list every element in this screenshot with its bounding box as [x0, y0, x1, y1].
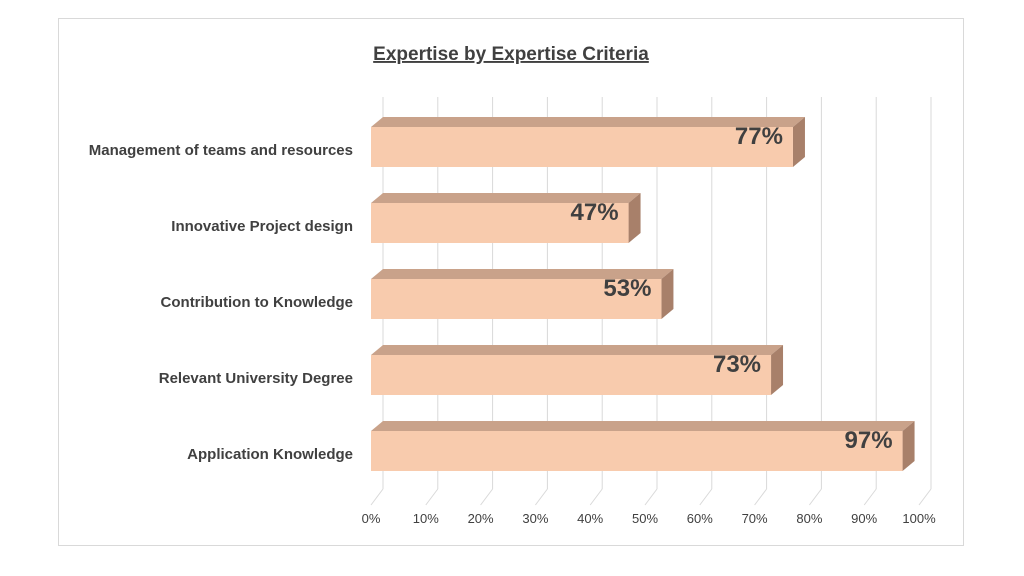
bar-top-face: [371, 117, 805, 127]
bar-top-face: [371, 269, 674, 279]
bar-side-face: [792, 117, 805, 167]
bar-group: [371, 117, 805, 167]
x-tick-label: 0%: [362, 511, 381, 526]
x-tick-label: 40%: [577, 511, 603, 526]
gridline-floor: [370, 488, 384, 506]
x-tick-label: 50%: [632, 511, 658, 526]
bar-group: [371, 193, 641, 243]
bar: [371, 279, 662, 319]
gridline-floor: [644, 488, 658, 506]
category-label: Relevant University Degree: [159, 370, 353, 387]
data-label: 77%: [735, 123, 783, 150]
x-tick-label: 10%: [413, 511, 439, 526]
gridline-floor: [534, 488, 548, 506]
bar-side-face: [771, 345, 784, 395]
bar-group: [371, 421, 915, 471]
data-label: 97%: [845, 427, 893, 454]
bar-top-face: [371, 421, 915, 431]
gridline-floor: [754, 488, 767, 506]
gridline-floor: [809, 488, 822, 506]
x-tick-label: 100%: [902, 511, 936, 526]
gridline-floor: [589, 488, 603, 506]
bars: [371, 117, 915, 471]
gridline-floor: [863, 488, 877, 506]
bar: [371, 203, 629, 243]
x-tick-label: 30%: [522, 511, 548, 526]
x-tick-label: 80%: [796, 511, 822, 526]
bar-top-face: [371, 193, 641, 203]
x-tick-label: 70%: [742, 511, 768, 526]
gridline-floor: [480, 488, 494, 506]
data-label: 73%: [713, 351, 761, 378]
gridline-floor: [918, 488, 932, 506]
category-label: Innovative Project design: [171, 218, 353, 235]
category-label: Application Knowledge: [187, 446, 353, 463]
x-tick-label: 20%: [468, 511, 494, 526]
gridline-floor: [699, 488, 713, 506]
bar-group: [371, 345, 784, 395]
bar-side-face: [902, 421, 915, 471]
x-tick-label: 90%: [851, 511, 877, 526]
chart-frame: Expertise by Expertise Criteria 0% 10% 20%…: [58, 18, 964, 546]
category-label: Contribution to Knowledge: [161, 294, 353, 311]
data-label: 47%: [571, 199, 619, 226]
bar-group: [371, 269, 674, 319]
bar: [371, 431, 903, 471]
bar-side-face: [628, 193, 641, 243]
x-tick-label: 60%: [687, 511, 713, 526]
bar-top-face: [371, 345, 784, 355]
chart-title: Expertise by Expertise Criteria: [373, 44, 649, 65]
bar-chart: Expertise by Expertise Criteria 0% 10% 20%…: [89, 44, 936, 526]
data-label: 53%: [603, 275, 651, 302]
bar: [371, 355, 772, 395]
bar-side-face: [661, 269, 674, 319]
labels: 0% 10% 20% 30% 40% 50% 60% 70% 80% 90% 100% 77% Mana…: [89, 123, 936, 526]
bar: [371, 127, 793, 167]
category-label: Management of teams and resources: [89, 142, 353, 159]
gridline-floor: [425, 488, 439, 506]
